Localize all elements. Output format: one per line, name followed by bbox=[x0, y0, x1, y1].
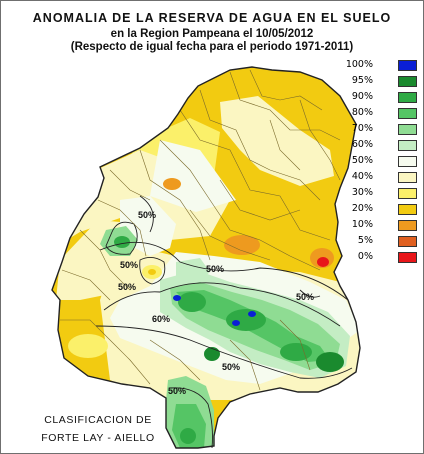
legend-swatch bbox=[398, 220, 417, 231]
legend-label: 30% bbox=[351, 187, 373, 198]
map-title: ANOMALIA DE LA RESERVA DE AGUA EN EL SUE… bbox=[32, 11, 392, 25]
map-subtitle-date: en la Region Pampeana el 10/05/2012 bbox=[110, 28, 314, 40]
legend-swatch bbox=[398, 204, 417, 215]
contour-label: 50% bbox=[206, 264, 224, 274]
legend-swatch bbox=[398, 60, 417, 71]
legend-label: 10% bbox=[351, 219, 373, 230]
contour-label: 50% bbox=[138, 210, 156, 220]
legend-swatch bbox=[398, 252, 417, 263]
legend-swatch bbox=[398, 172, 417, 183]
legend-label: 80% bbox=[351, 107, 373, 118]
map-subtitle-period: (Respecto de igual fecha para el periodo… bbox=[70, 41, 354, 53]
contour-lines bbox=[95, 195, 353, 449]
legend-label: 60% bbox=[351, 139, 373, 150]
legend-label: 70% bbox=[351, 123, 373, 134]
legend-swatch bbox=[398, 108, 417, 119]
legend-label: 40% bbox=[351, 171, 373, 182]
contour-label: 50% bbox=[222, 362, 240, 372]
legend-label: 5% bbox=[357, 235, 373, 246]
legend-swatch bbox=[398, 188, 417, 199]
legend-label: 100% bbox=[345, 59, 373, 70]
department-boundaries bbox=[60, 69, 341, 391]
contour-label: 50% bbox=[296, 292, 314, 302]
contour-label: 60% bbox=[152, 314, 170, 324]
legend-swatch bbox=[398, 92, 417, 103]
credit-line-2: FORTE LAY - AIELLO bbox=[41, 432, 155, 444]
contour-label: 50% bbox=[168, 386, 186, 396]
legend-swatch bbox=[398, 76, 417, 87]
legend-swatch bbox=[398, 156, 417, 167]
legend-label: 50% bbox=[351, 155, 373, 166]
contour-label: 50% bbox=[118, 282, 136, 292]
legend-label: 0% bbox=[357, 251, 373, 262]
legend-label: 95% bbox=[351, 75, 373, 86]
legend-label: 90% bbox=[351, 91, 373, 102]
legend-swatch bbox=[398, 236, 417, 247]
credit-line-1: CLASIFICACION DE bbox=[44, 414, 152, 426]
contour-label: 50% bbox=[120, 260, 138, 270]
legend-swatch bbox=[398, 140, 417, 151]
legend-swatch bbox=[398, 124, 417, 135]
legend-label: 20% bbox=[351, 203, 373, 214]
region-outline bbox=[51, 66, 361, 449]
